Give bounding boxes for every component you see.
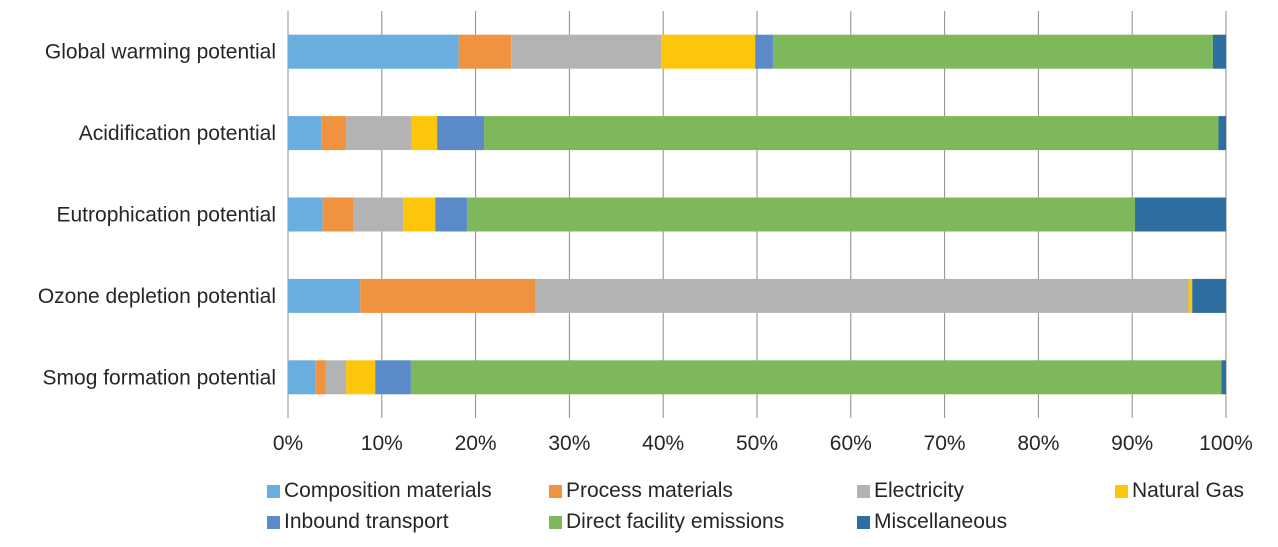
x-tick-label: 70% <box>924 432 966 455</box>
bar-segment <box>1221 360 1226 395</box>
bar-segment <box>288 116 322 151</box>
x-tick-label: 20% <box>455 432 497 455</box>
x-tick-label: 90% <box>1111 432 1153 455</box>
x-tick-label: 10% <box>361 432 403 455</box>
bar-segment <box>458 34 512 69</box>
legend-swatch <box>549 515 562 529</box>
legend-item: Electricity <box>857 479 964 503</box>
bar-segment <box>375 360 411 395</box>
bar-segment <box>467 197 1136 232</box>
x-tick-label: 0% <box>273 432 303 455</box>
bar-segment <box>435 197 468 232</box>
bar-segment <box>1188 278 1193 313</box>
legend-swatch <box>857 484 870 498</box>
legend-label: Natural Gas <box>1132 479 1245 502</box>
bar-segment <box>772 34 1213 69</box>
legend-label: Direct facility emissions <box>566 510 785 533</box>
bar-segment <box>1218 116 1226 151</box>
bar-segment <box>315 360 326 395</box>
x-tick-label: 40% <box>642 432 684 455</box>
bar-segment <box>1192 278 1226 313</box>
legend-item: Inbound transport <box>267 510 449 534</box>
legend-label: Miscellaneous <box>874 510 1008 533</box>
legend-label: Electricity <box>874 479 964 502</box>
legend-swatch <box>267 484 280 498</box>
bar-segment <box>288 197 323 232</box>
bar-segment <box>484 116 1219 151</box>
bar-segment <box>437 116 485 151</box>
category-label: Smog formation potential <box>43 366 276 389</box>
bar-segment <box>288 34 459 69</box>
x-tick-label: 60% <box>830 432 872 455</box>
bar-segment <box>511 34 662 69</box>
bar-segment <box>322 197 354 232</box>
legend-swatch <box>267 515 280 529</box>
bar-segment <box>360 278 536 313</box>
bar-segment <box>321 116 347 151</box>
legend-swatch <box>549 484 562 498</box>
x-axis-tick-labels: 0% 10% 20% 30% 40% 50% 60% 70% 80% 90% 100% <box>273 432 1253 455</box>
legend-swatch <box>857 515 870 529</box>
legend-label: Inbound transport <box>284 510 449 533</box>
bar-segment <box>325 360 347 395</box>
legend-label: Process materials <box>566 479 733 502</box>
legend-item: Composition materials <box>267 479 492 503</box>
bar-segment <box>410 360 1222 395</box>
x-tick-label: 100% <box>1199 432 1253 455</box>
bar-segment <box>346 360 376 395</box>
bar-segment <box>346 116 412 151</box>
bar-segment <box>535 278 1189 313</box>
bar-segment <box>411 116 438 151</box>
legend-item: Direct facility emissions <box>549 510 784 534</box>
bar-segment <box>661 34 756 69</box>
bar-segment <box>288 360 316 395</box>
x-tick-label: 80% <box>1017 432 1059 455</box>
bars <box>288 34 1226 395</box>
legend-label: Composition materials <box>284 479 492 502</box>
bar-segment <box>1135 197 1226 232</box>
bar-segment <box>1212 34 1226 69</box>
x-tick-label: 30% <box>548 432 590 455</box>
stacked-bar-chart: Global warming potential Acidification po… <box>38 11 1253 455</box>
category-label: Eutrophication potential <box>57 204 277 227</box>
legend-swatch <box>1115 484 1128 498</box>
legend-item: Process materials <box>549 479 733 503</box>
bar-segment <box>755 34 773 69</box>
bar-segment <box>403 197 436 232</box>
legend-item: Natural Gas <box>1115 479 1244 503</box>
legend-item: Miscellaneous <box>857 510 1007 534</box>
category-label: Global warming potential <box>45 41 276 64</box>
category-labels: Global warming potential Acidification po… <box>38 41 276 390</box>
bar-segment <box>288 278 361 313</box>
x-tick-label: 50% <box>736 432 778 455</box>
category-label: Acidification potential <box>79 122 276 145</box>
category-label: Ozone depletion potential <box>38 285 276 308</box>
bar-segment <box>353 197 404 232</box>
